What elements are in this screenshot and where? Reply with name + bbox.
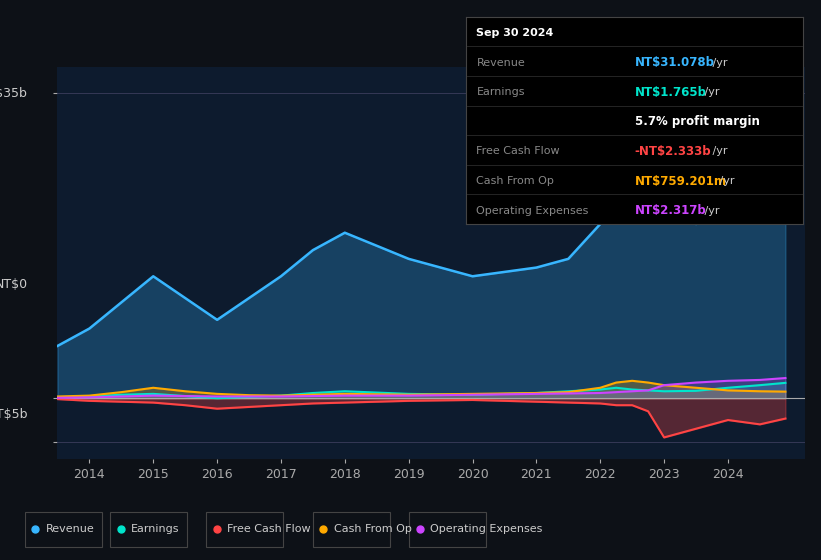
Text: NT$2.317b: NT$2.317b: [635, 204, 706, 217]
Text: /yr: /yr: [701, 87, 720, 97]
Text: NT$31.078b: NT$31.078b: [635, 56, 714, 69]
Text: Operating Expenses: Operating Expenses: [430, 524, 543, 534]
Text: NT$0: NT$0: [0, 278, 28, 291]
Text: /yr: /yr: [709, 147, 727, 156]
Text: Earnings: Earnings: [476, 87, 525, 97]
Text: Free Cash Flow: Free Cash Flow: [227, 524, 311, 534]
Text: Revenue: Revenue: [476, 58, 525, 68]
Text: /yr: /yr: [709, 58, 727, 68]
Text: NT$35b: NT$35b: [0, 87, 28, 100]
Text: /yr: /yr: [701, 206, 720, 216]
Text: Sep 30 2024: Sep 30 2024: [476, 28, 554, 38]
Text: Earnings: Earnings: [131, 524, 180, 534]
Text: NT$1.765b: NT$1.765b: [635, 86, 707, 99]
Text: -NT$5b: -NT$5b: [0, 408, 28, 421]
Text: Operating Expenses: Operating Expenses: [476, 206, 589, 216]
Text: -NT$2.333b: -NT$2.333b: [635, 145, 711, 158]
Text: Free Cash Flow: Free Cash Flow: [476, 147, 560, 156]
Text: NT$759.201m: NT$759.201m: [635, 175, 727, 188]
Text: 5.7% profit margin: 5.7% profit margin: [635, 115, 759, 128]
Text: Cash From Op: Cash From Op: [334, 524, 412, 534]
Text: Revenue: Revenue: [46, 524, 94, 534]
Text: /yr: /yr: [716, 176, 735, 186]
Text: Cash From Op: Cash From Op: [476, 176, 554, 186]
